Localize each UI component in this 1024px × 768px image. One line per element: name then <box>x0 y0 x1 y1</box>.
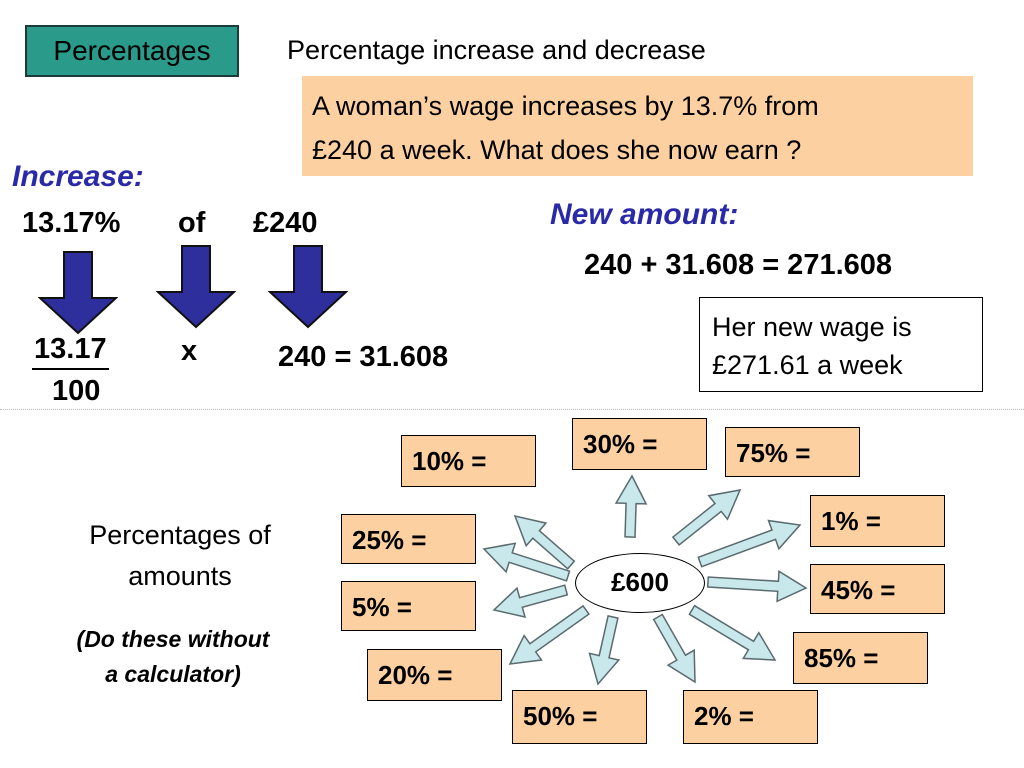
answer-line-2: £271.61 a week <box>712 350 903 380</box>
term-amount: £240 <box>253 207 318 239</box>
question-line-2: £240 a week. What does she now earn ? <box>312 135 802 165</box>
fraction-denominator: 100 <box>52 375 101 407</box>
percent-box-45: 45% = <box>810 564 945 614</box>
topic-tag: Percentages <box>25 25 239 77</box>
spoke-arrow-icon <box>671 489 742 546</box>
exercise-note-line-2: a calculator) <box>105 661 241 687</box>
exercise-title-line-1: Percentages of <box>89 520 271 550</box>
percent-box-75: 75% = <box>725 427 860 477</box>
spoke-arrow-icon <box>652 613 696 684</box>
spoke-arrow-icon <box>508 604 590 665</box>
spoke-arrow-icon <box>697 519 802 568</box>
percent-box-30: 30% = <box>572 418 707 470</box>
term-percent: 13.17% <box>22 207 121 239</box>
spoke-arrow-icon <box>688 604 777 661</box>
section-divider <box>0 409 1024 410</box>
percent-box-20: 20% = <box>367 649 502 701</box>
increase-label: Increase: <box>12 160 144 193</box>
exercise-title-line-2: amounts <box>128 561 232 591</box>
percent-box-2: 2% = <box>683 690 818 744</box>
answer-line-1: Her new wage is <box>712 312 912 342</box>
spoke-arrow-icon <box>706 570 808 603</box>
answer-box: Her new wage is £271.61 a week <box>699 297 983 392</box>
down-arrow-icon <box>268 245 348 329</box>
new-amount-calculation: 240 + 31.608 = 271.608 <box>584 249 893 281</box>
spoke-arrow-icon <box>588 615 621 686</box>
center-amount: £600 <box>575 553 705 613</box>
down-arrow-icon <box>156 245 236 329</box>
percent-box-25: 25% = <box>341 514 476 564</box>
exercise-note: (Do these without a calculator) <box>38 622 308 692</box>
spoke-arrow-icon <box>513 514 576 570</box>
exercise-note-line-1: (Do these without <box>76 626 270 652</box>
fraction-numerator: 13.17 <box>32 333 109 370</box>
exercise-title: Percentages of amounts <box>40 515 320 597</box>
percent-box-10: 10% = <box>401 435 536 487</box>
percent-box-5: 5% = <box>341 581 476 631</box>
spoke-arrow-icon <box>492 584 569 619</box>
page-title: Percentage increase and decrease <box>287 35 706 65</box>
down-arrow-icon <box>38 251 118 335</box>
spoke-arrow-icon <box>614 474 648 538</box>
question-box: A woman’s wage increases by 13.7% from £… <box>302 76 973 176</box>
percent-box-1: 1% = <box>810 495 945 547</box>
spoke-arrow-icon <box>482 542 571 582</box>
increase-result: 240 = 31.608 <box>278 341 449 373</box>
times-sign: x <box>181 335 198 367</box>
term-of: of <box>178 207 206 239</box>
percent-box-85: 85% = <box>793 632 928 684</box>
percent-box-50: 50% = <box>512 690 647 744</box>
question-line-1: A woman’s wage increases by 13.7% from <box>312 91 819 121</box>
new-amount-label: New amount: <box>550 198 739 231</box>
